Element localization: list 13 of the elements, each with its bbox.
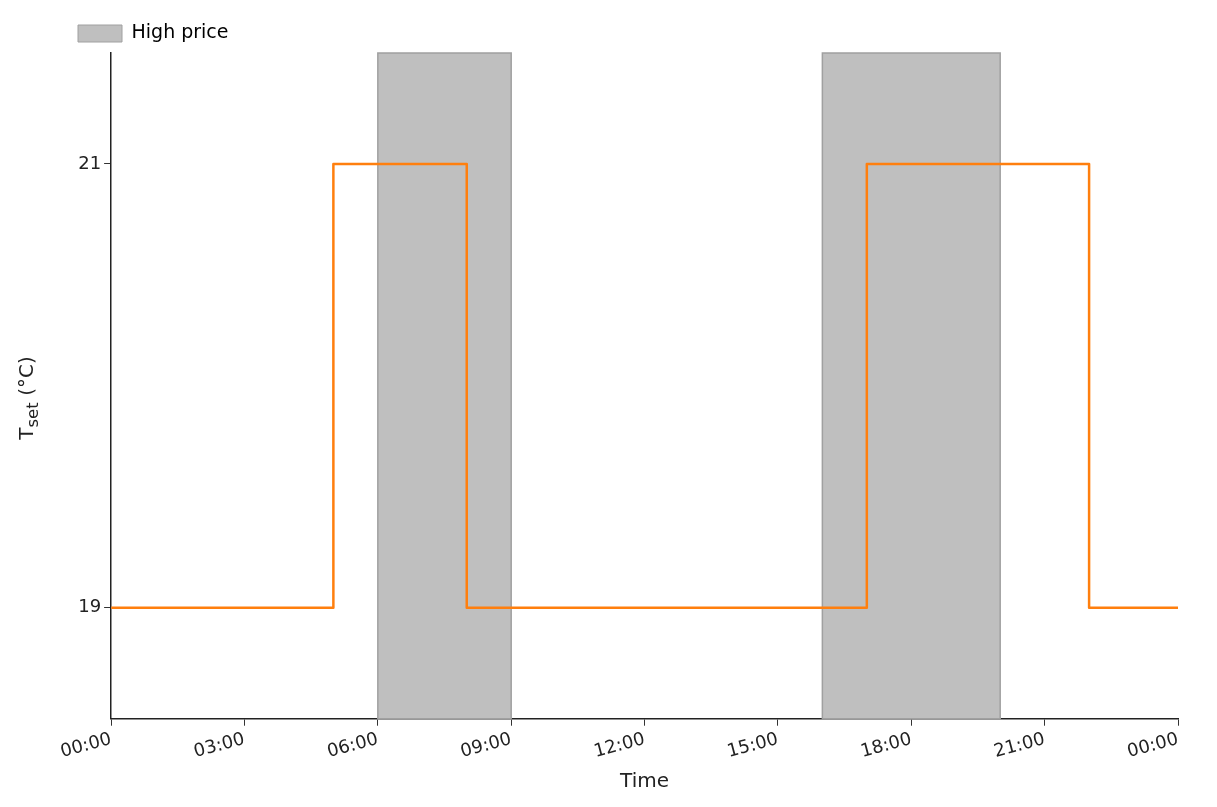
y-tick-label: 19 <box>78 595 102 617</box>
y-tick-label: 21 <box>78 151 102 173</box>
x-tick-label: 12:00 <box>591 727 647 761</box>
legend-label: High price <box>131 20 229 43</box>
x-tick-label: 21:00 <box>991 727 1047 761</box>
x-tick-label: 03:00 <box>191 727 247 761</box>
x-tick-label: 00:00 <box>1124 727 1181 761</box>
x-tick-label: 18:00 <box>857 727 914 761</box>
x-tick-label: 09:00 <box>457 727 514 761</box>
x-tick-label: 15:00 <box>724 727 781 761</box>
x-tick-label: 00:00 <box>57 727 114 761</box>
x-axis-title: Time <box>619 768 670 793</box>
x-tick-label: 06:00 <box>324 727 381 761</box>
